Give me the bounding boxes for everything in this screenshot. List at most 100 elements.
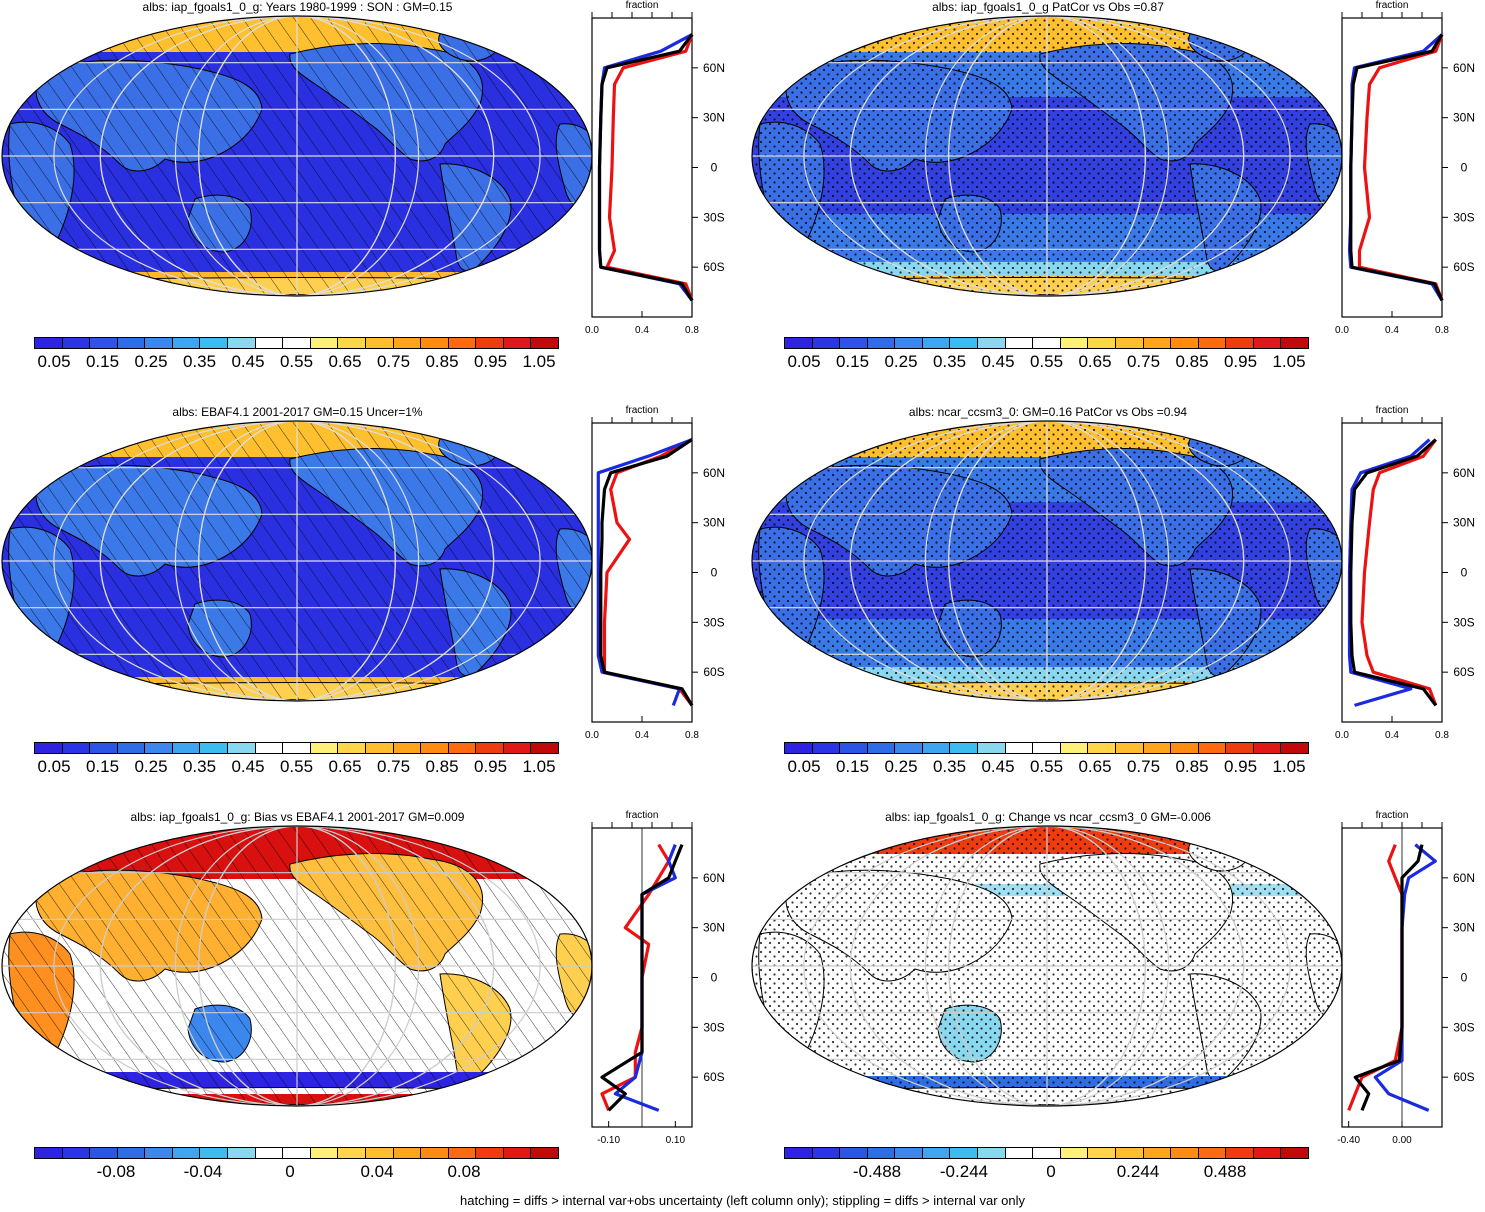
colorbar-swatch (145, 743, 173, 753)
zonal-tick-label: 0.8 (1435, 730, 1449, 741)
colorbar-swatch (365, 338, 394, 348)
colorbar-tick-label: 0.05 (787, 352, 821, 371)
lat-tick-label: 60N (1453, 61, 1475, 75)
lat-tick-label: 0 (1461, 566, 1468, 580)
zonal-axis-title: fraction (1376, 0, 1409, 11)
lat-tick-label: 30N (703, 516, 725, 530)
zonal-series-blue (1373, 843, 1437, 1112)
colorbar-tick-label: 0.75 (376, 352, 411, 371)
colorbar-swatch (503, 1148, 532, 1158)
graticule-meridian (174, 16, 420, 296)
colorbar-tick-label: -0.08 (96, 1162, 136, 1181)
zonal-tick-label: 0.0 (1335, 730, 1349, 741)
panel-2-title: albs: iap_fgoals1_0_g PatCor vs Obs =0.8… (932, 0, 1164, 14)
colorbar-swatch (393, 743, 422, 753)
lat-tick-label: 60N (1453, 871, 1475, 885)
graticule-meridian (948, 826, 1146, 1106)
colorbar-tick-label: 0.35 (182, 757, 217, 776)
colorbar-swatch (1253, 743, 1282, 753)
colorbar-swatch (283, 338, 311, 348)
colorbar-swatch (895, 338, 923, 348)
panel-5-title: albs: iap_fgoals1_0_g: Bias vs EBAF4.1 2… (130, 810, 465, 824)
colorbar-swatch (200, 1148, 229, 1158)
colorbar-tick-label: 0.25 (884, 757, 918, 776)
panel-6-colorbar (784, 1147, 1309, 1159)
lat-tick-label: 60N (1453, 466, 1475, 480)
colorbar-swatch (785, 1148, 813, 1158)
colorbar-tick-label: 0.75 (1126, 757, 1161, 776)
colorbar-swatch (1281, 743, 1308, 753)
lat-tick-label: 0 (711, 971, 718, 985)
lat-tick-label: 30S (703, 1020, 724, 1034)
colorbar-tick-label: 0.35 (932, 757, 967, 776)
colorbar-swatch (1198, 743, 1227, 753)
colorbar-swatch (255, 338, 284, 348)
colorbar-swatch (145, 338, 173, 348)
colorbar-tick-label: 0 (1046, 1162, 1056, 1181)
colorbar-swatch (1281, 338, 1308, 348)
zonal-axis-title: fraction (626, 810, 659, 821)
colorbar-swatch (448, 338, 477, 348)
colorbar-swatch (310, 743, 339, 753)
colorbar-swatch (503, 743, 532, 753)
graticule-meridian (99, 421, 495, 701)
lat-tick-label: 30N (1453, 516, 1475, 530)
colorbar-swatch (1060, 338, 1089, 348)
colorbar-tick-label: 0.45 (981, 757, 1015, 776)
colorbar-tick-label: 0.65 (328, 757, 362, 776)
colorbar-swatch (338, 1148, 366, 1158)
colorbar-swatch (840, 1148, 868, 1158)
graticule-meridian (948, 421, 1146, 701)
zonal-axis-title: fraction (1376, 810, 1409, 821)
lat-tick-label: 60S (703, 260, 724, 274)
panel-5-colorbar (34, 1147, 559, 1159)
colorbar-swatch (895, 743, 923, 753)
lat-tick-label: 60S (703, 1070, 724, 1084)
colorbar-tick-label: 0.95 (1223, 757, 1258, 776)
colorbar-swatch (421, 338, 449, 348)
colorbar-swatch (35, 743, 63, 753)
panel-3-title: albs: EBAF4.1 2001-2017 GM=0.15 Uncer=1% (172, 405, 423, 419)
zonal-series-blue (613, 844, 677, 1112)
colorbar-swatch (117, 338, 146, 348)
colorbar-swatch (117, 1148, 146, 1158)
colorbar-swatch (531, 1148, 558, 1158)
lat-tick-label: 60N (703, 871, 725, 885)
colorbar-swatch (867, 1148, 896, 1158)
colorbar-tick-label: 1.05 (522, 757, 556, 776)
zonal-tick-label: -0.40 (1337, 1135, 1360, 1146)
colorbar-swatch (145, 1148, 173, 1158)
colorbar-swatch (1088, 338, 1116, 348)
colorbar-swatch (978, 1148, 1006, 1158)
colorbar-swatch (90, 338, 118, 348)
colorbar-swatch (338, 743, 366, 753)
panel-6-zonal-mean: fraction 60N 30N 0 30S 60S -0.40 0.00 (1337, 810, 1482, 1150)
colorbar-swatch (1253, 1148, 1282, 1158)
panel-4-colorbar (784, 742, 1309, 754)
zonal-tick-label: 0.4 (635, 325, 649, 336)
zonal-series-black (1349, 33, 1444, 302)
colorbar-tick-label: 0.85 (1175, 757, 1209, 776)
colorbar-swatch (950, 1148, 979, 1158)
zonal-tick-label: -0.10 (597, 1135, 620, 1146)
lat-tick-label: 60S (703, 665, 724, 679)
colorbar-swatch (448, 1148, 477, 1158)
colorbar-swatch (867, 743, 896, 753)
lat-tick-label: 30S (1453, 615, 1474, 629)
colorbar-swatch (90, 743, 118, 753)
graticule-meridian (198, 16, 396, 296)
colorbar-swatch (338, 338, 366, 348)
zonal-tick-label: 0.10 (666, 1135, 686, 1146)
panel-5-map (0, 824, 595, 1109)
graticule-meridian (803, 421, 1291, 701)
zonal-series-red (605, 34, 694, 301)
zonal-series-black (600, 844, 684, 1112)
colorbar-swatch (1033, 1148, 1061, 1158)
panel-5-zonal-mean: fraction 60N 30N 0 30S 60S -0.10 0.10 (591, 810, 732, 1150)
colorbar-tick-label: 0.55 (1029, 757, 1064, 776)
colorbar-swatch (62, 1148, 91, 1158)
lat-tick-label: 60N (703, 466, 725, 480)
zonal-tick-label: 0.4 (1385, 325, 1399, 336)
colorbar-swatch (1171, 338, 1199, 348)
colorbar-tick-label: 0.15 (835, 757, 870, 776)
